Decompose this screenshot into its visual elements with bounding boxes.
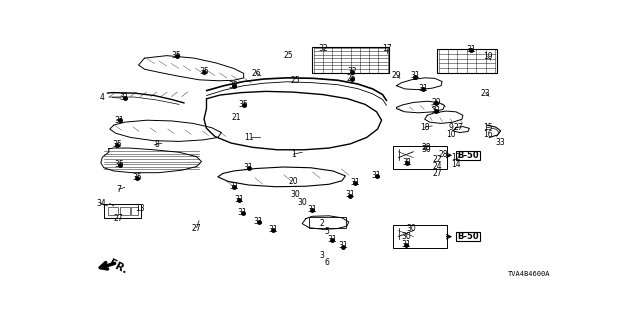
Text: 6: 6 [324, 258, 330, 267]
Bar [456, 151, 480, 160]
Text: 13: 13 [134, 204, 145, 213]
Bar [104, 204, 141, 218]
Text: B-50: B-50 [458, 151, 479, 160]
Bar [456, 232, 480, 241]
Bar [120, 207, 130, 215]
Text: 7: 7 [116, 185, 121, 194]
Bar [312, 47, 389, 73]
Text: B-50: B-50 [458, 232, 479, 241]
Text: 32: 32 [347, 67, 356, 76]
Text: 21: 21 [232, 113, 241, 122]
Text: 31: 31 [410, 71, 420, 80]
Text: TVA4B4600A: TVA4B4600A [508, 271, 550, 277]
Text: 31: 31 [346, 190, 355, 199]
Text: 16: 16 [483, 130, 493, 139]
Text: 30: 30 [421, 145, 431, 154]
Text: 31: 31 [244, 163, 253, 172]
Text: 4: 4 [100, 93, 105, 102]
Text: 27: 27 [114, 214, 124, 223]
Text: 24: 24 [432, 162, 442, 171]
Bar [394, 146, 447, 170]
Text: 31: 31 [466, 45, 476, 54]
Text: 32: 32 [318, 44, 328, 53]
Text: 35: 35 [132, 173, 142, 182]
Text: 31: 31 [327, 235, 337, 244]
Text: 3: 3 [319, 251, 324, 260]
Text: 31: 31 [431, 106, 441, 115]
Text: 14: 14 [451, 160, 461, 169]
Text: 12: 12 [451, 153, 461, 162]
Text: 35: 35 [172, 51, 182, 60]
Text: 31: 31 [403, 157, 412, 167]
Text: 31: 31 [234, 195, 244, 204]
Text: 27: 27 [432, 169, 442, 178]
Text: 23: 23 [481, 89, 490, 98]
Text: 31: 31 [307, 205, 317, 214]
Bar [437, 49, 497, 73]
Text: 31: 31 [253, 217, 264, 226]
Text: 31: 31 [269, 225, 278, 234]
Bar [394, 225, 447, 248]
Text: 27: 27 [192, 224, 202, 233]
Text: 35: 35 [199, 67, 209, 76]
Text: 33: 33 [496, 138, 506, 147]
Text: 35: 35 [113, 140, 122, 149]
Text: 28: 28 [422, 143, 431, 152]
Text: 25: 25 [291, 76, 301, 85]
Text: 31: 31 [372, 171, 381, 180]
Bar [131, 207, 138, 215]
Text: 29: 29 [392, 71, 401, 80]
Text: 8: 8 [154, 140, 159, 149]
Bar [309, 217, 346, 228]
Text: FR.: FR. [108, 258, 129, 276]
Text: 31: 31 [229, 182, 239, 191]
Text: 22: 22 [433, 155, 442, 164]
Text: 28: 28 [438, 150, 448, 159]
Text: 25: 25 [284, 51, 293, 60]
Text: 5: 5 [324, 227, 330, 236]
Text: 31: 31 [419, 84, 428, 93]
Text: 1: 1 [291, 150, 296, 159]
Text: 10: 10 [446, 130, 456, 139]
Text: 9: 9 [449, 123, 454, 132]
Text: 31: 31 [115, 116, 125, 125]
Text: 17: 17 [381, 44, 391, 53]
Text: 31: 31 [351, 178, 360, 187]
Text: 29: 29 [431, 99, 441, 108]
Text: 35: 35 [229, 81, 239, 90]
Text: 26: 26 [252, 69, 261, 78]
Text: 20: 20 [289, 177, 298, 186]
Text: 11: 11 [244, 133, 253, 142]
Text: 27: 27 [453, 123, 463, 132]
Text: 2: 2 [319, 219, 324, 228]
Text: 30: 30 [298, 198, 307, 207]
Text: 34: 34 [96, 199, 106, 208]
Text: 19: 19 [483, 52, 493, 61]
Text: 31: 31 [338, 241, 348, 250]
Text: 18: 18 [420, 123, 429, 132]
Text: 30: 30 [291, 190, 301, 199]
Bar [108, 207, 118, 215]
Text: 15: 15 [483, 123, 493, 132]
Text: 30: 30 [401, 231, 412, 241]
Text: 31: 31 [238, 208, 248, 217]
Text: 31: 31 [120, 93, 129, 102]
Text: 31: 31 [401, 240, 411, 249]
Text: 35: 35 [115, 160, 125, 169]
Text: 30: 30 [406, 224, 416, 233]
Text: 35: 35 [239, 100, 248, 109]
Text: 25: 25 [347, 74, 356, 83]
